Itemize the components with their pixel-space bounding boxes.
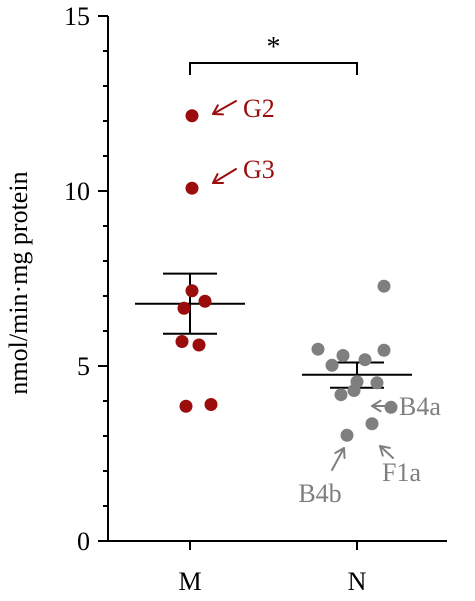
annotation-arrow-head [371,399,382,413]
data-point [185,109,199,123]
annotation-arrow-shaft [212,168,237,184]
x-tick-label: M [178,567,201,596]
annotation-label: G2 [243,94,275,123]
data-point [358,353,372,367]
data-point [311,342,325,356]
annotation: G2 [212,94,275,123]
annotation-arrow-head [334,447,346,459]
data-point [365,417,379,431]
annotation-label: B4b [298,479,341,508]
data-point [192,338,206,352]
data-point [185,284,199,298]
data-point [334,388,348,402]
x-tick-label: N [348,567,367,596]
data-point [204,398,218,411]
y-tick-label: 10 [64,177,90,206]
annotations: G2 G3 B4a F1a B4b [212,94,441,508]
significance-bracket-line [189,62,358,75]
annotation-label: F1a [382,458,421,487]
significance-bracket: * [189,32,358,75]
y-tick-label: 0 [77,527,90,556]
data-point [198,294,212,308]
data-point [377,343,391,357]
y-ticks: 0 5 10 15 [64,2,108,556]
annotation: B4b [298,447,346,508]
data-point [347,384,361,397]
data-point [377,279,391,293]
annotation-arrow-shaft [379,445,394,459]
data-point [325,358,339,372]
y-tick-label: 15 [64,2,90,31]
annotation: G3 [212,155,275,185]
y-axis-label: nmol/min·mg protein [4,171,33,394]
mean-sem-bars [135,272,412,389]
annotation-arrow-head [212,173,224,185]
y-tick-label: 5 [77,352,90,381]
data-point [370,376,384,390]
data-point [340,428,354,442]
annotation-arrow-head [379,445,391,457]
data-point [336,349,350,362]
annotation-arrow-shaft [212,100,237,115]
data-point [177,301,191,315]
data-point [179,399,193,413]
annotation-arrow-head [212,104,224,116]
data-point [185,181,199,195]
data-point [175,335,189,348]
annotation-label: G3 [243,155,275,184]
annotation-label: B4a [399,392,441,421]
significance-star: * [267,32,281,63]
data-point [384,400,398,414]
annotation-arrow-shaft [331,447,345,471]
annotation: B4a [371,392,441,421]
annotation: F1a [379,445,421,487]
data-points [175,109,398,442]
